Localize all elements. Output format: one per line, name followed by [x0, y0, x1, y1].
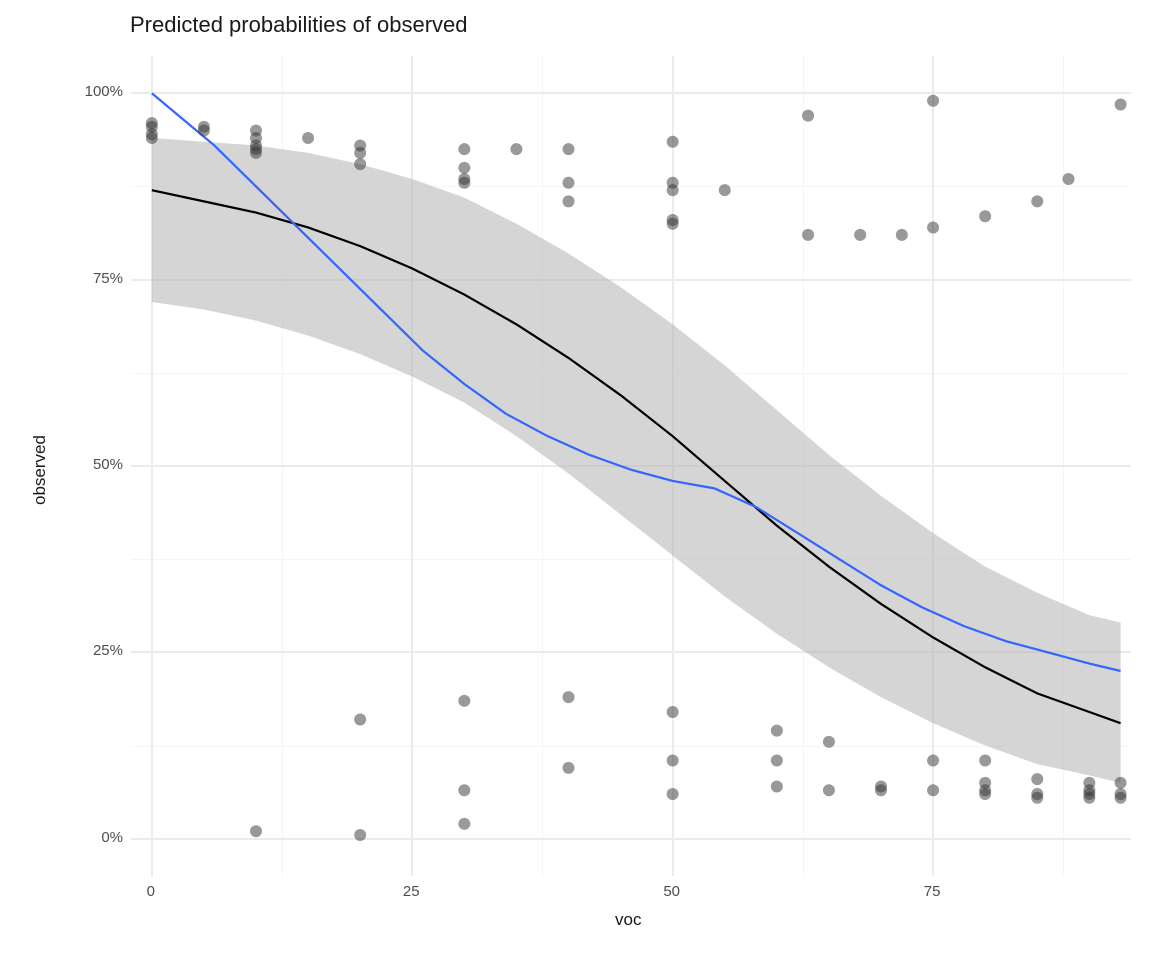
- data-point: [771, 754, 783, 766]
- y-tick-label: 50%: [68, 456, 123, 473]
- data-point: [563, 143, 575, 155]
- data-point: [458, 177, 470, 189]
- data-point: [1031, 773, 1043, 785]
- data-point: [354, 829, 366, 841]
- data-point: [875, 784, 887, 796]
- data-point: [771, 781, 783, 793]
- data-point: [667, 184, 679, 196]
- x-tick-label: 0: [131, 883, 171, 900]
- data-point: [1031, 792, 1043, 804]
- data-point: [1083, 792, 1095, 804]
- plot-panel: [130, 55, 1132, 877]
- data-point: [1115, 777, 1127, 789]
- data-point: [667, 136, 679, 148]
- data-point: [250, 147, 262, 159]
- data-point: [927, 95, 939, 107]
- data-point: [563, 762, 575, 774]
- data-point: [563, 691, 575, 703]
- data-point: [667, 788, 679, 800]
- chart-title: Predicted probabilities of observed: [130, 12, 468, 38]
- data-point: [354, 147, 366, 159]
- data-point: [802, 110, 814, 122]
- data-point: [458, 143, 470, 155]
- plot-svg: [131, 56, 1131, 876]
- data-point: [354, 158, 366, 170]
- data-point: [979, 210, 991, 222]
- data-point: [927, 784, 939, 796]
- data-point: [854, 229, 866, 241]
- data-point: [1115, 792, 1127, 804]
- data-point: [146, 132, 158, 144]
- data-point: [563, 177, 575, 189]
- data-point: [198, 125, 210, 137]
- data-point: [250, 825, 262, 837]
- data-point: [510, 143, 522, 155]
- data-point: [458, 784, 470, 796]
- x-tick-label: 50: [652, 883, 692, 900]
- data-point: [458, 695, 470, 707]
- chart-container: Predicted probabilities of observed obse…: [0, 0, 1152, 960]
- data-point: [354, 713, 366, 725]
- y-tick-label: 0%: [68, 829, 123, 846]
- data-point: [927, 754, 939, 766]
- data-point: [1031, 195, 1043, 207]
- data-point: [458, 162, 470, 174]
- data-point: [302, 132, 314, 144]
- x-tick-label: 75: [912, 883, 952, 900]
- x-axis-title: voc: [615, 910, 641, 930]
- data-point: [1063, 173, 1075, 185]
- data-point: [802, 229, 814, 241]
- data-point: [823, 784, 835, 796]
- data-point: [667, 706, 679, 718]
- confidence-ribbon: [152, 138, 1121, 783]
- y-axis-title: observed: [30, 435, 50, 505]
- y-tick-label: 100%: [68, 83, 123, 100]
- data-point: [458, 818, 470, 830]
- y-tick-label: 25%: [68, 642, 123, 659]
- data-point: [563, 195, 575, 207]
- data-point: [979, 788, 991, 800]
- data-point: [771, 725, 783, 737]
- data-point: [667, 218, 679, 230]
- data-point: [979, 754, 991, 766]
- data-point: [927, 221, 939, 233]
- data-point: [1115, 98, 1127, 110]
- data-point: [667, 754, 679, 766]
- x-tick-label: 25: [391, 883, 431, 900]
- y-tick-label: 75%: [68, 270, 123, 287]
- data-point: [719, 184, 731, 196]
- data-point: [896, 229, 908, 241]
- data-point: [823, 736, 835, 748]
